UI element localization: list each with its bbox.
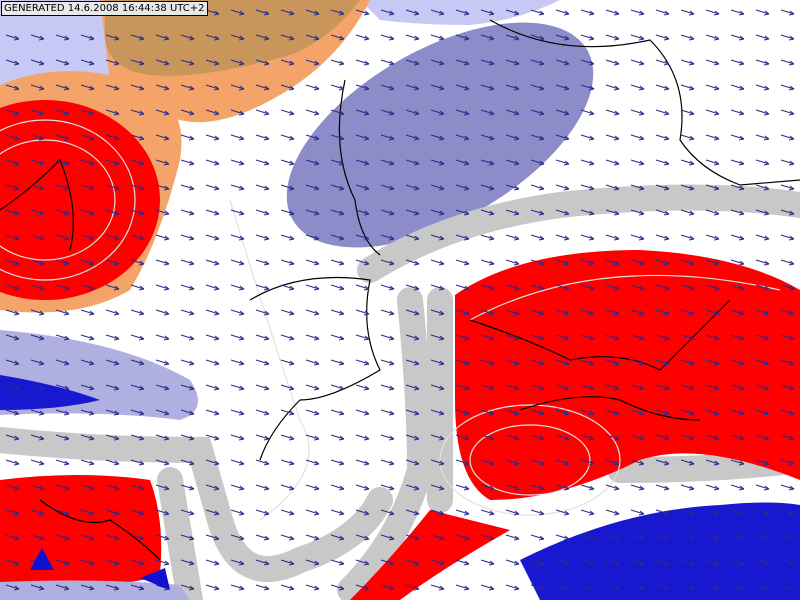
front-marker — [30, 548, 170, 590]
generated-stamp: GENERATED 14.6.2008 16:44:38 UTC+2 — [1, 1, 208, 16]
